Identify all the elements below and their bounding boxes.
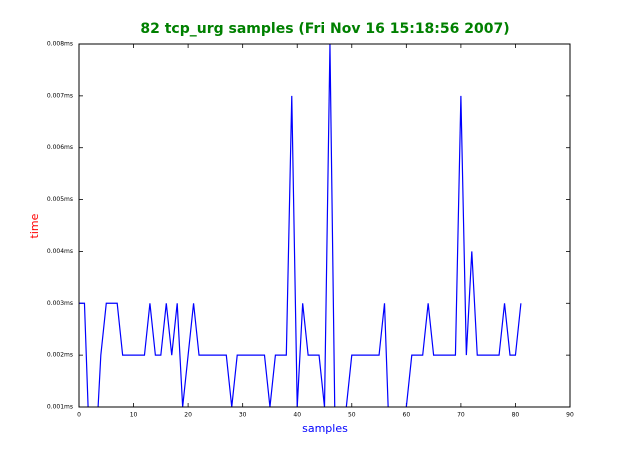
x-tick-label: 80 bbox=[512, 412, 520, 419]
x-tick-label: 10 bbox=[130, 412, 138, 419]
y-tick-label: 0.008ms bbox=[47, 41, 73, 48]
x-tick-label: 70 bbox=[457, 412, 465, 419]
y-tick-label: 0.007ms bbox=[47, 92, 73, 99]
y-tick-label: 0.003ms bbox=[47, 300, 73, 307]
y-tick-label: 0.001ms bbox=[47, 404, 73, 411]
x-tick-label: 20 bbox=[184, 412, 192, 419]
y-tick-label: 0.005ms bbox=[47, 196, 73, 203]
x-tick-label: 0 bbox=[77, 412, 81, 419]
x-tick-label: 60 bbox=[403, 412, 411, 419]
y-tick-label: 0.002ms bbox=[47, 352, 73, 359]
x-tick-label: 30 bbox=[239, 412, 247, 419]
x-axis-label: samples bbox=[302, 422, 348, 435]
plot-frame bbox=[78, 43, 571, 408]
x-tick-label: 90 bbox=[566, 412, 574, 419]
x-tick-label: 50 bbox=[348, 412, 356, 419]
y-axis-label: time bbox=[28, 213, 41, 238]
data-line bbox=[79, 44, 522, 407]
chart-title: 82 tcp_urg samples (Fri Nov 16 15:18:56 … bbox=[140, 21, 509, 37]
x-tick-label: 40 bbox=[293, 412, 301, 419]
y-tick-label: 0.006ms bbox=[47, 144, 73, 151]
y-tick-label: 0.004ms bbox=[47, 248, 73, 255]
